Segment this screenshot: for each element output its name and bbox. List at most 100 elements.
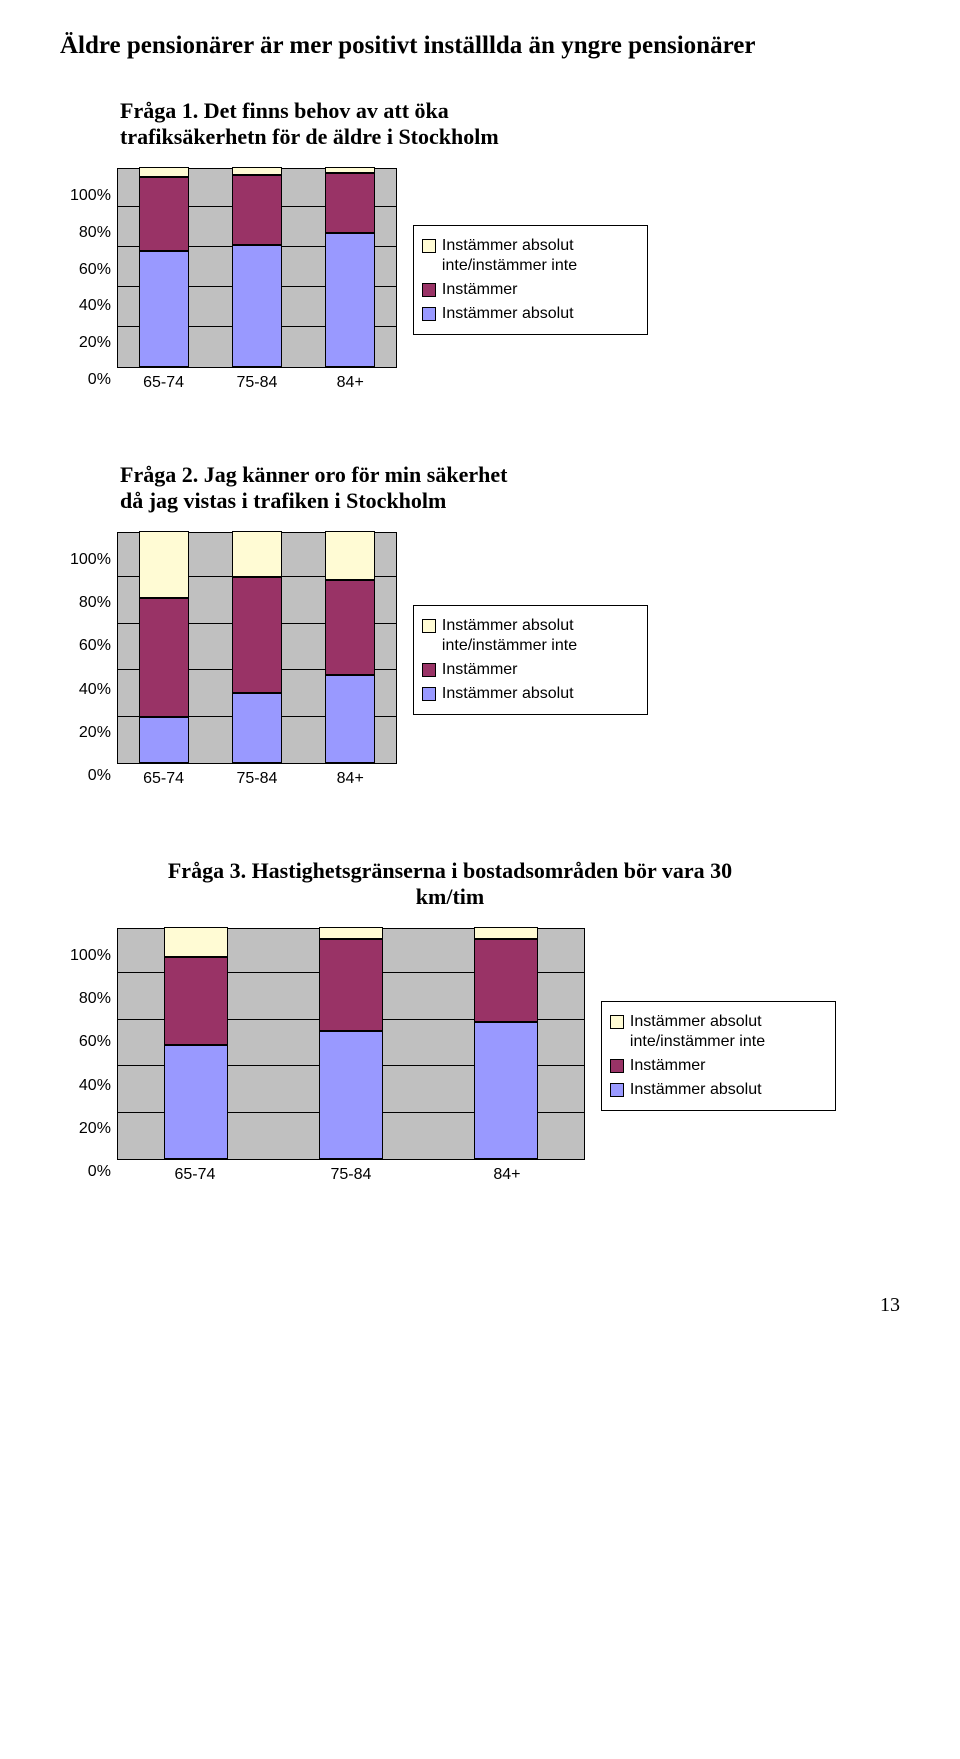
x-axis: 65-74 75-84 84+ <box>117 374 397 392</box>
bar-65-74 <box>164 927 228 1159</box>
legend-swatch <box>610 1083 624 1097</box>
legend-swatch <box>422 663 436 677</box>
legend-item: Instämmer <box>422 280 637 300</box>
page-number: 13 <box>60 1294 900 1317</box>
segment-not_at_all <box>319 927 383 939</box>
y-axis: 100%80%60%40%20%0% <box>70 940 117 1172</box>
y-tick-label: 80% <box>70 225 111 241</box>
legend-item: Instämmer absolut <box>610 1080 825 1100</box>
chart-title: Fråga 1. Det finns behov av att öka traf… <box>120 98 900 150</box>
legend-swatch <box>422 307 436 321</box>
legend-label: Instämmer absolut <box>442 304 574 324</box>
x-tick-label: 84+ <box>325 770 375 788</box>
segment-not_at_all <box>139 167 189 177</box>
segment-agree <box>325 580 375 675</box>
legend-label: Instämmer absolut inte/instämmer inte <box>630 1012 765 1052</box>
legend: Instämmer absolut inte/instämmer inte Ins… <box>413 225 648 335</box>
y-tick-label: 80% <box>70 991 111 1007</box>
segment-agree_abs <box>139 251 189 367</box>
segment-not_at_all <box>325 531 375 580</box>
y-tick-label: 40% <box>70 1078 111 1094</box>
y-tick-label: 20% <box>70 1121 111 1137</box>
bar-84+ <box>325 167 375 367</box>
y-tick-label: 20% <box>70 335 111 351</box>
segment-agree <box>139 598 189 716</box>
bar-84+ <box>325 531 375 763</box>
segment-agree <box>325 173 375 233</box>
y-axis: 100%80%60%40%20%0% <box>70 544 117 776</box>
legend-item: Instämmer absolut inte/instämmer inte <box>610 1012 825 1052</box>
segment-agree_abs <box>232 693 282 763</box>
chart-title: Fråga 3. Hastighetsgränserna i bostadsom… <box>90 858 810 910</box>
y-tick-label: 40% <box>70 682 111 698</box>
bar-84+ <box>474 927 538 1159</box>
legend-item: Instämmer <box>422 660 637 680</box>
plot-area <box>117 532 397 764</box>
segment-agree <box>232 577 282 693</box>
segment-agree_abs <box>325 233 375 367</box>
segment-agree_abs <box>232 245 282 367</box>
segment-agree_abs <box>474 1022 538 1159</box>
bar-75-84 <box>319 927 383 1159</box>
legend-item: Instämmer absolut <box>422 304 637 324</box>
segment-agree_abs <box>325 675 375 763</box>
segment-agree <box>164 957 228 1045</box>
legend-swatch <box>422 239 436 253</box>
legend-label: Instämmer <box>442 280 518 300</box>
x-tick-label: 84+ <box>325 374 375 392</box>
x-axis: 65-74 75-84 84+ <box>117 1166 585 1184</box>
y-tick-label: 20% <box>70 725 111 741</box>
y-tick-label: 0% <box>70 768 111 784</box>
page-title: Äldre pensionärer är mer positivt instäl… <box>60 32 900 60</box>
bar-75-84 <box>232 167 282 367</box>
x-tick-label: 75-84 <box>319 1166 383 1184</box>
y-tick-label: 100% <box>70 188 111 204</box>
y-tick-label: 40% <box>70 298 111 314</box>
x-tick-label: 75-84 <box>232 374 282 392</box>
legend-label: Instämmer absolut inte/instämmer inte <box>442 616 577 656</box>
x-tick-label: 65-74 <box>139 770 189 788</box>
y-tick-label: 60% <box>70 1034 111 1050</box>
plot-area <box>117 928 585 1160</box>
x-axis: 65-74 75-84 84+ <box>117 770 397 788</box>
segment-agree <box>319 939 383 1032</box>
y-tick-label: 60% <box>70 638 111 654</box>
x-tick-label: 75-84 <box>232 770 282 788</box>
y-tick-label: 100% <box>70 948 111 964</box>
bar-75-84 <box>232 531 282 763</box>
plot-area <box>117 168 397 368</box>
chart-c2: Fråga 2. Jag känner oro för min säkerhet… <box>60 462 900 788</box>
chart-c3: Fråga 3. Hastighetsgränserna i bostadsom… <box>60 858 900 1184</box>
segment-not_at_all <box>474 927 538 939</box>
segment-agree_abs <box>164 1045 228 1159</box>
legend-item: Instämmer absolut inte/instämmer inte <box>422 616 637 656</box>
legend-label: Instämmer absolut <box>442 684 574 704</box>
legend-swatch <box>422 687 436 701</box>
bar-65-74 <box>139 167 189 367</box>
bar-65-74 <box>139 531 189 763</box>
y-tick-label: 0% <box>70 1164 111 1180</box>
chart-title: Fråga 2. Jag känner oro för min säkerhet… <box>120 462 900 514</box>
legend-label: Instämmer absolut inte/instämmer inte <box>442 236 577 276</box>
legend-item: Instämmer <box>610 1056 825 1076</box>
y-axis: 100%80%60%40%20%0% <box>70 180 117 380</box>
legend-swatch <box>610 1015 624 1029</box>
legend-label: Instämmer absolut <box>630 1080 762 1100</box>
segment-agree <box>232 175 282 245</box>
legend-swatch <box>422 619 436 633</box>
segment-not_at_all <box>139 531 189 598</box>
segment-agree_abs <box>319 1031 383 1159</box>
segment-not_at_all <box>232 167 282 175</box>
chart-c1: Fråga 1. Det finns behov av att öka traf… <box>60 98 900 392</box>
segment-agree <box>474 939 538 1023</box>
y-tick-label: 100% <box>70 552 111 568</box>
legend-label: Instämmer <box>630 1056 706 1076</box>
x-tick-label: 65-74 <box>163 1166 227 1184</box>
legend-label: Instämmer <box>442 660 518 680</box>
segment-agree <box>139 177 189 251</box>
x-tick-label: 84+ <box>475 1166 539 1184</box>
x-tick-label: 65-74 <box>139 374 189 392</box>
legend-swatch <box>610 1059 624 1073</box>
legend-item: Instämmer absolut inte/instämmer inte <box>422 236 637 276</box>
segment-not_at_all <box>232 531 282 577</box>
